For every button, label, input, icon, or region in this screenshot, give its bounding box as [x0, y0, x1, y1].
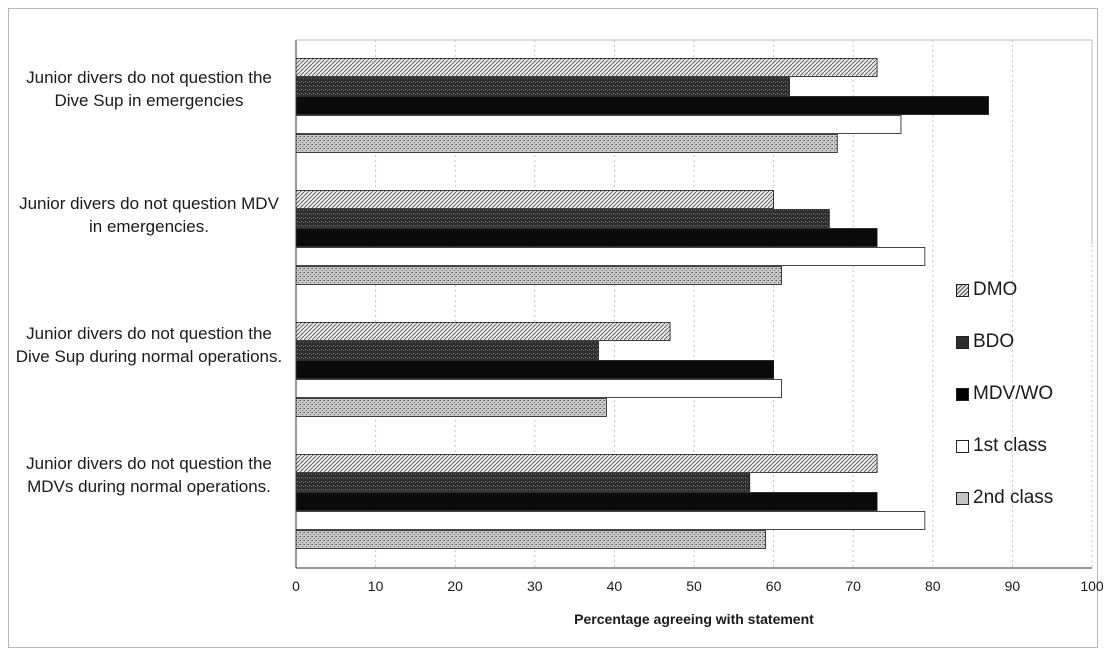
x-tick-label: 30 [527, 578, 543, 594]
x-tick-label: 70 [845, 578, 861, 594]
bar-bdo-3 [295, 341, 599, 360]
x-tick-label: 100 [1080, 578, 1104, 594]
legend-swatch [956, 335, 969, 349]
x-tick-label: 0 [292, 578, 300, 594]
legend-label: BDO [973, 331, 1015, 352]
bars [295, 58, 989, 549]
bar-dmo-2 [295, 190, 775, 209]
bar-dmo-3 [295, 322, 671, 341]
bar-mdv-wo-2 [295, 228, 878, 247]
chart-frame [8, 8, 1098, 648]
x-tick-label: 40 [606, 578, 623, 594]
bar-mdv-wo-1 [295, 96, 989, 115]
legend-item-1st-class: 1st class [956, 420, 1096, 472]
bar-1st-class-1 [295, 115, 902, 134]
bar-2nd-class-2 [295, 266, 782, 285]
bar-dmo-4 [295, 454, 878, 473]
legend: DMO BDO MDV/WO 1st class 2nd class [956, 264, 1096, 524]
legend-item-mdv-wo: MDV/WO [956, 368, 1096, 420]
bar-bdo-1 [295, 77, 790, 96]
legend-swatch [956, 439, 969, 453]
x-tick-label: 10 [367, 578, 384, 594]
bar-dmo-1 [295, 58, 878, 77]
bar-bdo-2 [295, 209, 830, 228]
x-tick-label: 50 [686, 578, 702, 594]
legend-label: 1st class [973, 435, 1047, 456]
legend-label: DMO [973, 279, 1018, 300]
bar-mdv-wo-4 [295, 492, 878, 511]
legend-label: MDV/WO [973, 383, 1054, 404]
x-tick-label: 60 [765, 578, 782, 594]
category-label-2: Junior divers do not question MDV in eme… [19, 194, 279, 236]
category-label-4: Junior divers do not question the MDVs d… [26, 454, 272, 496]
legend-item-bdo: BDO [956, 316, 1096, 368]
bar-1st-class-3 [295, 379, 782, 398]
legend-swatch [956, 387, 969, 401]
bar-2nd-class-1 [295, 134, 838, 153]
legend-label: 2nd class [973, 487, 1054, 508]
legend-item-2nd-class: 2nd class [956, 472, 1096, 524]
bar-2nd-class-3 [295, 398, 607, 417]
legend-item-dmo: DMO [956, 264, 1096, 316]
axes [295, 39, 1093, 569]
legend-swatch [956, 283, 969, 297]
category-label-1: Junior divers do not question the Dive S… [26, 68, 272, 110]
bar-2nd-class-4 [295, 530, 767, 549]
x-axis-title: Percentage agreeing with statement [574, 611, 814, 627]
x-tick-label: 20 [447, 578, 463, 594]
bar-mdv-wo-3 [295, 360, 775, 379]
bar-1st-class-4 [295, 511, 926, 530]
bar-1st-class-2 [295, 247, 926, 266]
category-label-3: Junior divers do not question the Dive S… [15, 324, 283, 366]
legend-swatch [956, 491, 969, 505]
x-tick-label: 80 [925, 578, 941, 594]
x-tick-label: 90 [1004, 578, 1021, 594]
bar-bdo-4 [295, 473, 751, 492]
